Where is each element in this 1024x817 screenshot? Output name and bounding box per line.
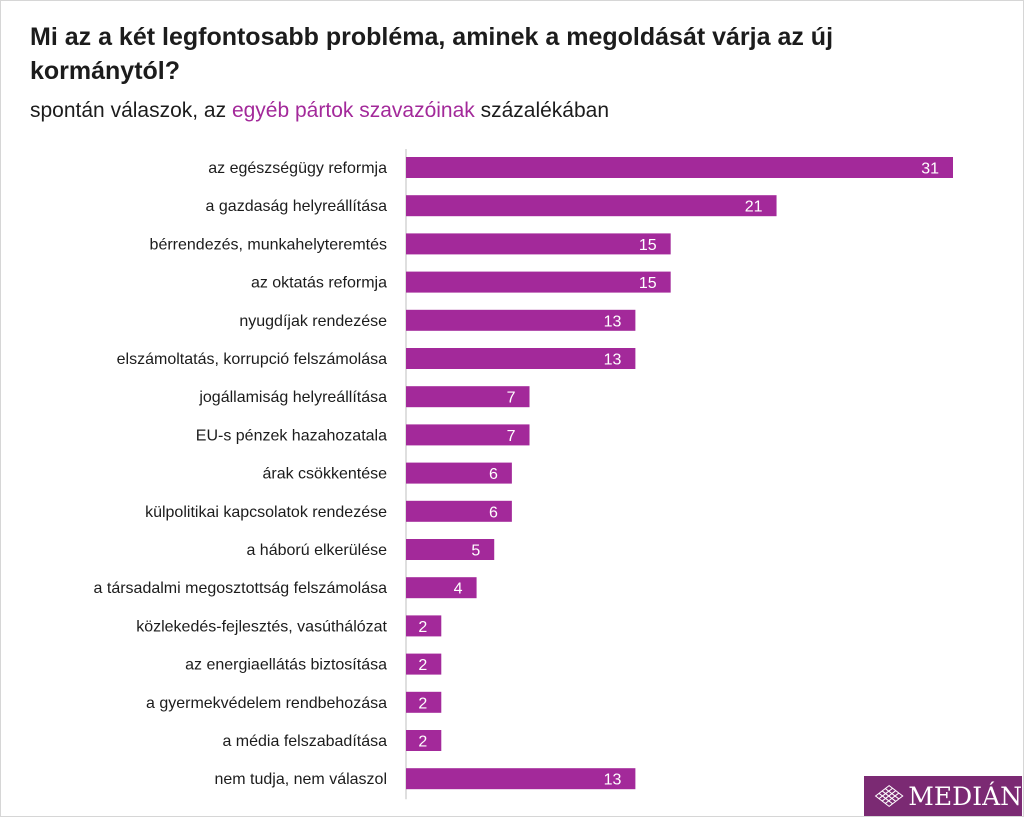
subtitle-text: spontán válaszok, az (30, 99, 232, 122)
category-label: EU-s pénzek hazahozatala (196, 427, 387, 444)
category-label: a gyermekvédelem rendbehozása (146, 695, 387, 712)
bar (406, 157, 953, 178)
category-label: a gazdaság helyreállítása (206, 198, 388, 215)
bar (406, 386, 530, 408)
logo-wordmark: MEDIÁN (908, 781, 1022, 811)
bar (406, 462, 512, 484)
data-label: 15 (639, 237, 657, 254)
data-label: 2 (418, 734, 427, 751)
category-label: a háború elkerülése (246, 542, 387, 559)
category-label: az egészségügy reformja (208, 160, 387, 177)
bar (406, 233, 671, 255)
bar (406, 577, 477, 599)
category-label: bérrendezés, munkahelyteremtés (150, 236, 387, 253)
bar (406, 309, 636, 331)
data-label: 2 (418, 657, 427, 674)
data-label: 4 (454, 581, 463, 598)
bar (406, 195, 777, 217)
data-label: 7 (507, 390, 516, 407)
data-label: 7 (507, 428, 516, 445)
bar (406, 653, 442, 675)
data-label: 5 (471, 543, 480, 560)
subtitle-highlight: egyéb pártok szavazóinak (231, 99, 475, 122)
bar (406, 424, 530, 446)
category-label: közlekedés-fejlesztés, vasúthálózat (136, 618, 387, 635)
bar (406, 691, 442, 713)
data-label: 6 (489, 504, 498, 521)
category-label: elszámoltatás, korrupció felszámolása (117, 351, 387, 368)
category-label: az oktatás reformja (251, 275, 387, 292)
category-label: az energiaellátás biztosítása (185, 657, 387, 674)
bar (406, 500, 512, 522)
bar (406, 768, 636, 790)
bar (406, 730, 442, 751)
category-label: a média felszabadítása (222, 733, 387, 750)
bar (406, 539, 495, 560)
category-label: nyugdíjak rendezése (239, 313, 387, 330)
category-label: nem tudja, nem válaszol (214, 771, 387, 788)
bar (406, 271, 671, 293)
data-label: 31 (921, 161, 939, 178)
data-label: 15 (639, 275, 657, 292)
data-label: 13 (604, 313, 622, 330)
data-label: 13 (604, 352, 622, 369)
subtitle-text-end: százalékában (474, 99, 610, 122)
data-label: 2 (418, 619, 427, 636)
chart-title: Mi az a két legfontosabb probléma, amine… (30, 23, 834, 85)
median-diamond-icon (874, 784, 904, 808)
data-label: 21 (745, 199, 763, 216)
data-label: 13 (604, 772, 622, 789)
chart-subtitle: spontán válaszok, az egyéb pártok szavaz… (30, 97, 609, 125)
bar (406, 615, 442, 637)
category-label: a társadalmi megosztottság felszámolása (94, 580, 388, 597)
category-label: árak csökkentése (262, 466, 387, 483)
median-logo: MEDIÁN (864, 776, 1022, 816)
bar (406, 348, 636, 369)
data-label: 6 (489, 466, 498, 483)
category-label: külpolitikai kapcsolatok rendezése (145, 504, 387, 521)
category-label: jogállamiság helyreállítása (198, 389, 387, 406)
data-label: 2 (418, 695, 427, 712)
